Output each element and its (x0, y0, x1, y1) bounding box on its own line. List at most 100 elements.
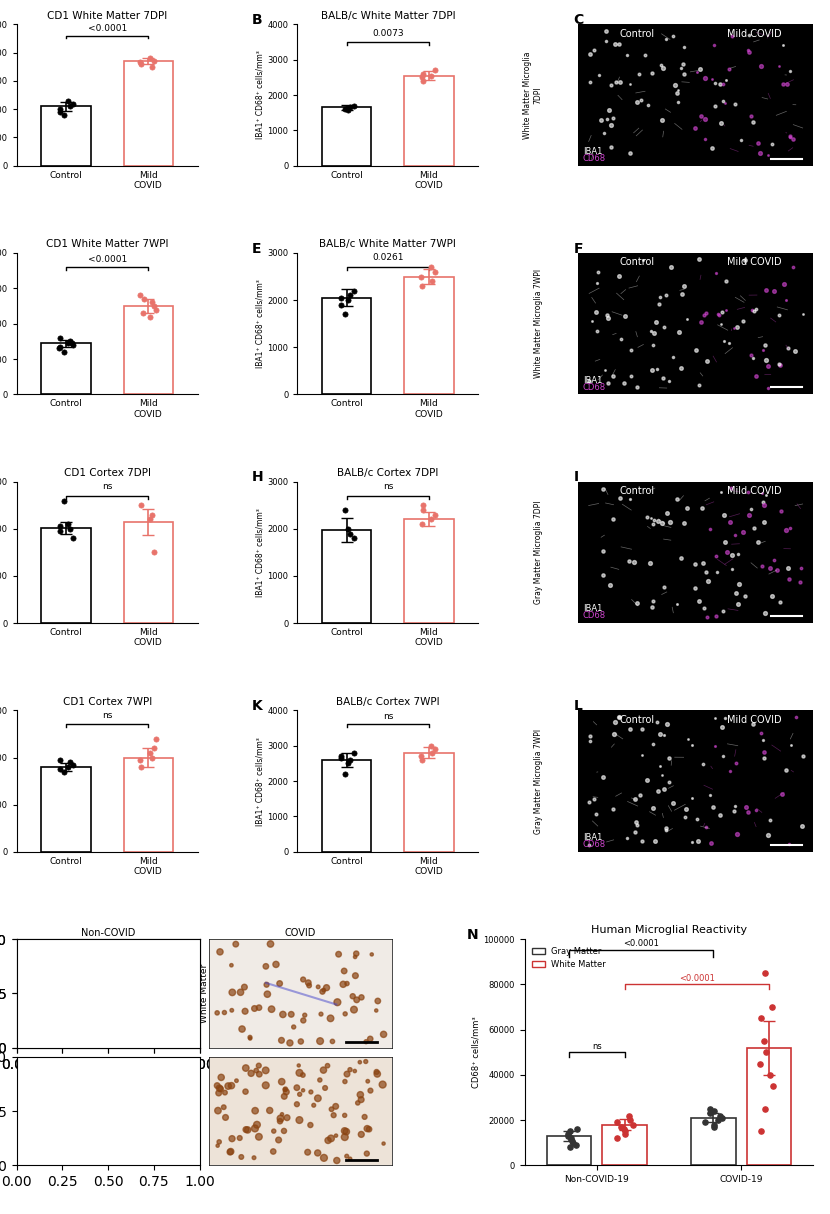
Point (653, 756, 666, 776)
Point (296, 1080, 310, 1100)
Point (30, 966, 43, 986)
Point (749, 300, 762, 319)
Point (145, 57, 159, 76)
Text: N: N (467, 927, 479, 942)
Point (277, 1087, 290, 1106)
Point (734, 131, 747, 151)
Point (657, 318, 671, 337)
Point (635, 90, 648, 109)
Point (294, 1032, 307, 1051)
Point (278, 1080, 291, 1100)
Point (212, 1078, 226, 1097)
Point (723, 512, 736, 532)
Title: CD1 Cortex 7WPI: CD1 Cortex 7WPI (62, 697, 152, 707)
Point (715, 113, 728, 132)
Point (63, 520, 76, 539)
Point (54, 522, 67, 541)
Point (184, 1118, 198, 1138)
Point (334, 288, 348, 307)
Point (696, 552, 710, 572)
Point (263, 1101, 276, 1121)
Point (54, 337, 67, 357)
Point (359, 1032, 373, 1051)
Point (132, 1073, 145, 1093)
Point (745, 300, 759, 319)
Point (583, 726, 597, 745)
Point (728, 801, 741, 821)
Point (252, 1056, 266, 1076)
Point (693, 59, 706, 79)
Point (725, 478, 738, 498)
Point (63, 97, 76, 117)
Point (715, 314, 728, 334)
Text: IBA1: IBA1 (583, 375, 602, 385)
Point (679, 799, 692, 818)
Point (666, 27, 680, 46)
Point (144, 307, 157, 327)
Point (428, 61, 442, 80)
Point (777, 74, 790, 93)
Point (152, 998, 165, 1017)
Point (327, 1106, 340, 1125)
Point (656, 766, 669, 785)
Point (716, 602, 730, 622)
Bar (691, 1118, 735, 1165)
Point (773, 592, 786, 612)
Point (54, 750, 67, 770)
Point (736, 522, 749, 541)
Point (371, 1065, 384, 1084)
Point (766, 135, 779, 154)
Bar (124, 306, 173, 395)
Point (61, 334, 74, 353)
Point (344, 523, 357, 543)
Point (348, 96, 361, 115)
Point (596, 565, 609, 584)
Point (252, 1127, 266, 1146)
Point (415, 277, 428, 296)
Point (319, 1078, 332, 1097)
Point (782, 558, 795, 578)
Point (716, 74, 730, 93)
Point (354, 1124, 368, 1144)
Point (754, 143, 767, 163)
Point (239, 1119, 252, 1139)
Point (706, 798, 720, 817)
Point (676, 55, 689, 74)
Point (738, 250, 751, 270)
Point (275, 1072, 288, 1091)
Point (18, 1090, 32, 1110)
Point (144, 49, 157, 68)
Point (144, 510, 157, 529)
Point (344, 1060, 357, 1079)
Point (248, 1101, 261, 1121)
Text: <0.0001: <0.0001 (623, 940, 659, 948)
Point (120, 988, 133, 1008)
Point (157, 1148, 170, 1168)
Point (148, 51, 161, 70)
Text: H: H (252, 470, 264, 484)
Point (686, 788, 699, 807)
Point (647, 799, 660, 818)
Point (622, 1106, 635, 1125)
Point (285, 1005, 298, 1025)
Point (607, 510, 620, 529)
Point (239, 1059, 252, 1078)
Point (213, 942, 227, 961)
Point (758, 749, 771, 768)
Point (290, 1095, 304, 1114)
Point (583, 835, 596, 855)
Point (718, 532, 731, 551)
Point (330, 1125, 343, 1145)
Point (662, 371, 676, 391)
Bar (404, 753, 454, 852)
Point (354, 1090, 368, 1110)
Point (24, 1054, 37, 1073)
Text: White Matter Microglia 7WPI: White Matter Microglia 7WPI (534, 270, 543, 379)
Point (781, 337, 794, 357)
Point (250, 1061, 263, 1080)
Point (671, 489, 684, 509)
Point (681, 310, 694, 329)
Point (706, 69, 719, 89)
Point (603, 575, 617, 595)
Point (759, 350, 773, 369)
